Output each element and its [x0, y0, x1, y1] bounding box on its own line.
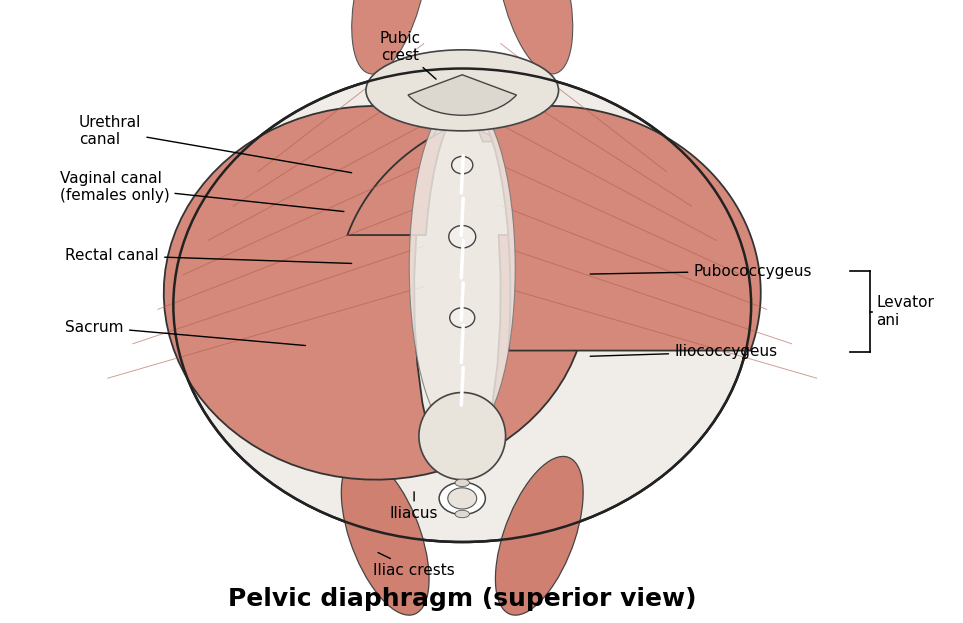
Ellipse shape — [448, 488, 477, 509]
Ellipse shape — [455, 510, 470, 518]
Polygon shape — [164, 106, 587, 480]
Ellipse shape — [439, 482, 485, 515]
Ellipse shape — [419, 392, 506, 480]
Ellipse shape — [351, 0, 429, 74]
Ellipse shape — [455, 479, 470, 487]
Text: Levator
ani: Levator ani — [876, 295, 934, 328]
Text: Pelvic diaphragm (superior view): Pelvic diaphragm (superior view) — [228, 587, 696, 611]
Text: Iliacus: Iliacus — [390, 492, 438, 521]
Text: Sacrum: Sacrum — [65, 320, 305, 346]
Ellipse shape — [449, 226, 476, 248]
Ellipse shape — [341, 457, 429, 615]
Polygon shape — [348, 106, 761, 351]
Ellipse shape — [409, 97, 515, 439]
Ellipse shape — [366, 50, 559, 131]
Text: Rectal canal: Rectal canal — [65, 248, 351, 264]
Text: Pubic
crest: Pubic crest — [379, 31, 436, 79]
Ellipse shape — [173, 69, 751, 542]
Text: Iliac crests: Iliac crests — [374, 553, 455, 578]
Ellipse shape — [496, 0, 573, 74]
Text: Iliococcygeus: Iliococcygeus — [590, 345, 777, 359]
Wedge shape — [408, 75, 516, 115]
Ellipse shape — [450, 308, 475, 328]
Text: Urethral
canal: Urethral canal — [79, 115, 351, 173]
Ellipse shape — [452, 156, 473, 174]
Ellipse shape — [495, 457, 584, 615]
Text: Vaginal canal
(females only): Vaginal canal (females only) — [60, 171, 344, 212]
Text: Pubococcygeus: Pubococcygeus — [590, 264, 812, 278]
